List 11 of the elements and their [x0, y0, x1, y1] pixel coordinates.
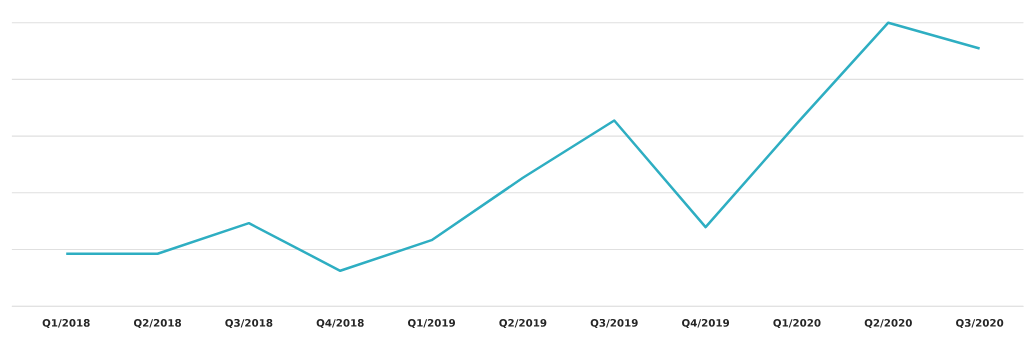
- x-tick-label: Q2/2019: [499, 319, 547, 329]
- x-tick-label: Q4/2019: [682, 319, 730, 329]
- x-tick-label: Q2/2020: [864, 319, 912, 329]
- x-tick-label: Q1/2020: [773, 319, 821, 329]
- x-tick-label: Q3/2018: [225, 319, 273, 329]
- x-tick-label: Q2/2018: [133, 319, 182, 329]
- x-tick-label: Q1/2019: [407, 319, 456, 329]
- x-tick-label: Q1/2018: [42, 319, 90, 329]
- x-tick-label: Q3/2020: [956, 319, 1004, 329]
- x-tick-label: Q4/2018: [316, 319, 364, 329]
- x-tick-label: Q3/2019: [590, 319, 638, 329]
